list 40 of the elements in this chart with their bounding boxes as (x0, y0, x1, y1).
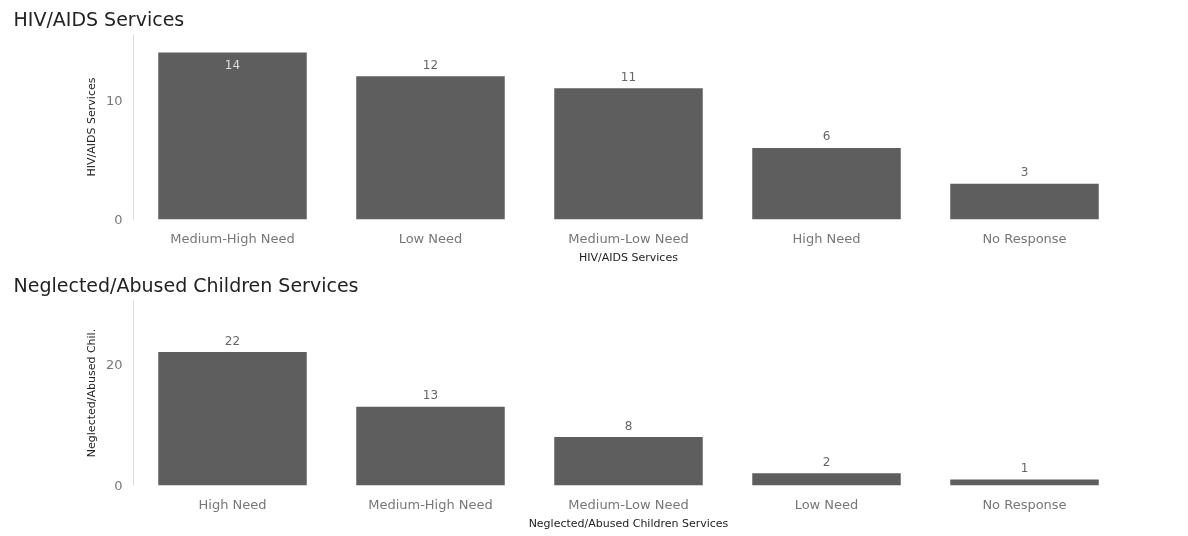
x-tick-label: No Response (982, 230, 1067, 246)
data-label: 11 (620, 69, 637, 84)
bar (356, 406, 505, 486)
bar (950, 479, 1099, 486)
y-axis-title: Neglected/Abused Chil. (84, 328, 98, 458)
data-label: 13 (422, 388, 439, 403)
x-tick-label: Low Need (398, 230, 463, 246)
data-label: 6 (822, 129, 831, 144)
x-tick-label: High Need (792, 230, 861, 246)
bar (950, 183, 1099, 220)
bar (752, 147, 901, 220)
chart-title: HIV/AIDS Services (13, 7, 185, 30)
data-label: 14 (224, 58, 241, 73)
bar (158, 52, 307, 220)
y-tick-label: 0 (114, 212, 123, 227)
x-tick-label: Medium-High Need (368, 496, 493, 512)
data-label: 8 (624, 418, 633, 433)
chart-title: Neglected/Abused Children Services (13, 273, 359, 296)
data-label: 22 (224, 333, 241, 348)
y-tick-label: 10 (105, 92, 123, 108)
x-tick-label: Low Need (794, 496, 859, 512)
x-tick-label: Medium-High Need (170, 230, 295, 246)
bar (554, 88, 703, 220)
x-tick-label: High Need (198, 496, 267, 512)
y-axis-title: HIV/AIDS Services (84, 77, 98, 177)
x-tick-label: Medium-Low Need (568, 496, 689, 512)
y-tick-label: 20 (105, 356, 123, 372)
x-tick-label: No Response (982, 496, 1067, 512)
data-label: 1 (1020, 461, 1029, 476)
data-label: 3 (1020, 165, 1029, 180)
bar (554, 436, 703, 486)
x-axis-title: HIV/AIDS Services (579, 250, 679, 264)
bar (356, 76, 505, 220)
bar (752, 473, 901, 486)
y-tick-label: 0 (114, 478, 123, 493)
data-label: 12 (422, 57, 439, 72)
x-axis-title: Neglected/Abused Children Services (528, 516, 729, 530)
data-label: 2 (822, 454, 831, 469)
bar (158, 352, 307, 486)
x-tick-label: Medium-Low Need (568, 230, 689, 246)
